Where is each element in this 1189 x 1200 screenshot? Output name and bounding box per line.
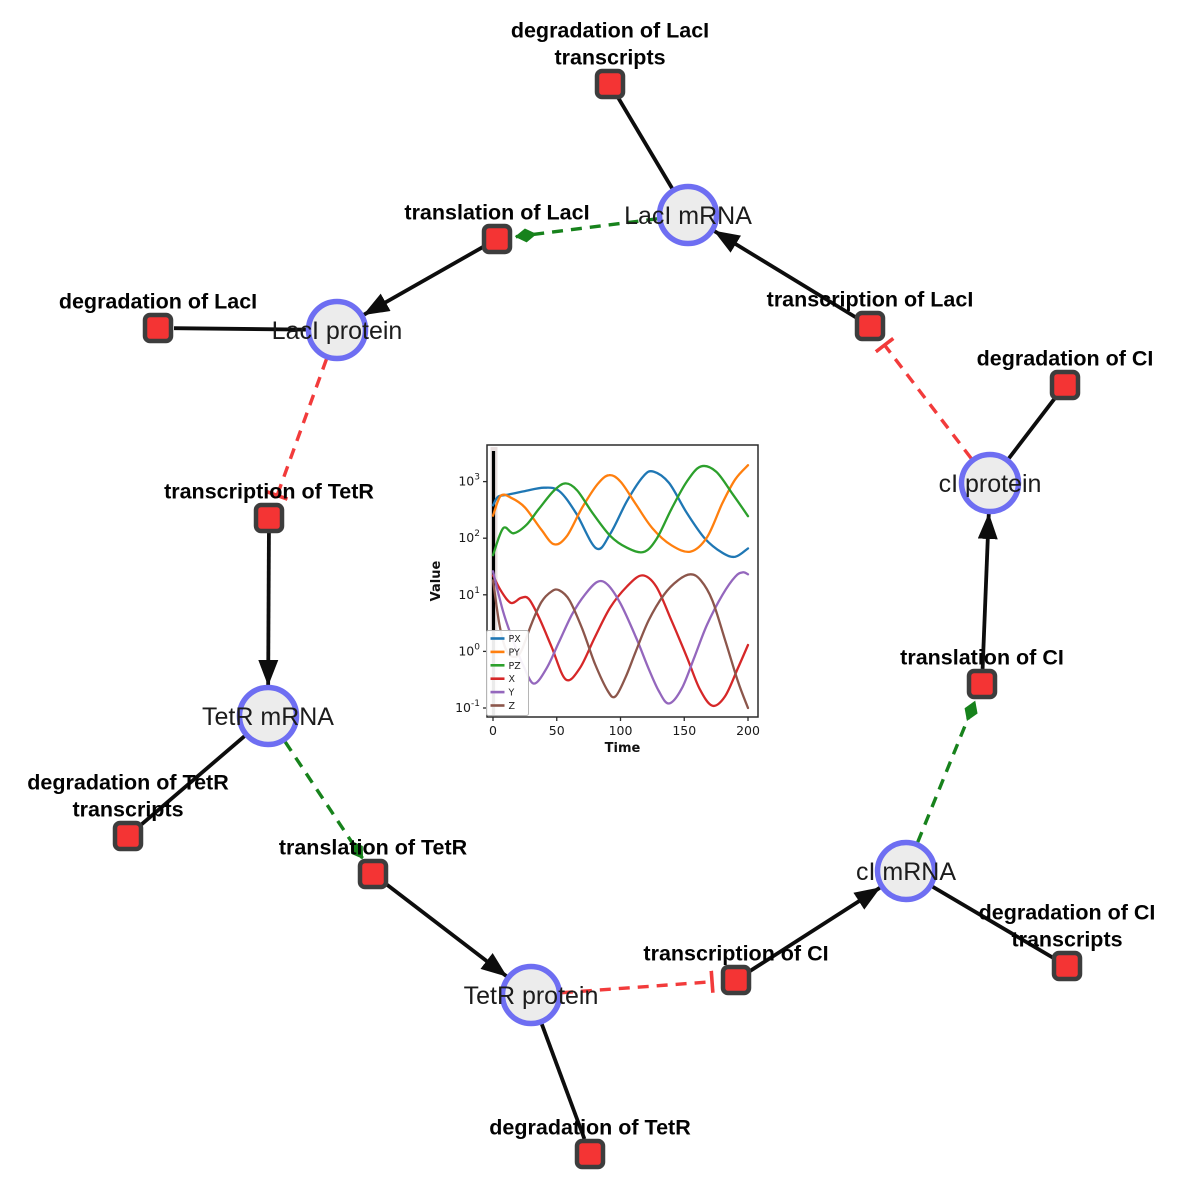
edge-modifier-ci-mrna-transl-ci <box>916 700 978 843</box>
reaction-nodes-layer <box>112 68 1083 1170</box>
legend-label-PY: PY <box>509 647 521 658</box>
species-node-ci-mrna[interactable] <box>874 839 938 903</box>
edge-modifier-tetr-mrna-transl-tetr <box>283 740 364 860</box>
legend-label-PX: PX <box>509 634 522 645</box>
series-line-Y <box>491 570 750 705</box>
series-line-X <box>491 574 750 708</box>
edge-inhibition-tetr-protein-txn-ci <box>561 970 715 995</box>
edge-production-txn-laci-laci-mrna <box>713 229 859 320</box>
y-tick-label-1e3: 103 <box>458 473 480 489</box>
species-label-tetr-protein: TetR protein <box>464 982 599 1010</box>
plot-frame <box>486 444 759 718</box>
reaction-label-txn-tetr: transcription of TetR <box>164 480 374 504</box>
edge-production-transl-tetr-tetr-protein <box>383 881 508 978</box>
edge-consumption-ci-mrna-deg-ci-tx <box>931 885 1055 960</box>
x-tick-label-150: 150 <box>672 723 696 738</box>
edge-consumption-tetr-mrna-deg-tetr-tx <box>138 734 246 828</box>
reaction-node-transl-laci[interactable] <box>481 223 513 255</box>
series-line-PZ <box>491 464 750 557</box>
reaction-node-deg-tetr[interactable] <box>574 1138 606 1170</box>
legend-box <box>486 630 529 716</box>
x-tick-label-100: 100 <box>609 723 633 738</box>
x-tick-label-50: 50 <box>549 723 565 738</box>
reaction-label-deg-ci-tx-line1: degradation of CI <box>979 901 1156 925</box>
species-node-tetr-mrna[interactable] <box>236 684 300 748</box>
reaction-node-deg-laci[interactable] <box>142 312 174 344</box>
legend-label-PZ: PZ <box>509 661 522 672</box>
reaction-node-txn-laci[interactable] <box>854 310 886 342</box>
reaction-label-deg-ci: degradation of CI <box>977 347 1154 371</box>
y-tick-label-1e2: 102 <box>458 529 480 545</box>
y-tick-label-1e-1: 10-1 <box>455 699 480 715</box>
time-series-inset-chart: 0 50 100 150 200 Time 10-1 100 101 102 103 Value PX P… <box>429 444 760 756</box>
edge-production-txn-ci-ci-mrna <box>747 886 881 974</box>
edge-consumption-laci-mrna-deg-laci-tx <box>616 96 674 190</box>
y-axis-title: Value <box>429 560 444 601</box>
reaction-label-transl-tetr: translation of TetR <box>279 836 468 860</box>
reaction-node-deg-laci-tx[interactable] <box>594 68 626 100</box>
reaction-node-transl-tetr[interactable] <box>357 858 389 890</box>
edge-inhibition-ci-protein-txn-laci <box>874 336 973 460</box>
reaction-node-deg-tetr-tx[interactable] <box>112 820 144 852</box>
reaction-node-deg-ci[interactable] <box>1049 369 1081 401</box>
y-tick-label-1e1: 101 <box>458 586 480 602</box>
edge-consumption-laci-protein-deg-laci <box>173 326 307 332</box>
species-label-ci-mrna: cI mRNA <box>856 858 956 886</box>
reaction-node-txn-tetr[interactable] <box>253 502 285 534</box>
reaction-node-transl-ci[interactable] <box>966 668 998 700</box>
reaction-label-txn-ci: transcription of CI <box>643 942 828 966</box>
edge-modifier-laci-mrna-transl-laci <box>514 217 658 243</box>
species-label-ci-protein: cI protein <box>939 470 1042 498</box>
reaction-label-deg-ci-tx-line2: transcripts <box>1011 928 1122 952</box>
reaction-label-deg-laci-tx-line1: degradation of LacI <box>511 19 709 43</box>
edge-consumption-ci-protein-deg-ci <box>1007 396 1057 460</box>
species-node-ci-protein[interactable] <box>958 451 1022 515</box>
reaction-label-transl-laci: translation of LacI <box>404 201 589 225</box>
edges-layer <box>138 96 1057 1140</box>
reaction-label-deg-tetr: degradation of TetR <box>489 1116 691 1140</box>
reaction-label-deg-tetr-tx-line1: degradation of TetR <box>27 771 229 795</box>
species-label-laci-protein: LacI protein <box>272 317 403 345</box>
x-tick-label-0: 0 <box>489 723 497 738</box>
reaction-label-transl-ci: translation of CI <box>900 646 1064 670</box>
edge-production-txn-tetr-tetr-mrna <box>258 532 279 687</box>
reaction-node-txn-ci[interactable] <box>720 964 752 996</box>
y-tick-label-1e0: 100 <box>458 642 480 658</box>
reaction-label-deg-tetr-tx-line2: transcripts <box>72 798 183 822</box>
legend-label-X: X <box>509 674 516 685</box>
x-axis-title: Time <box>605 741 641 756</box>
reaction-node-deg-ci-tx[interactable] <box>1051 950 1083 982</box>
edge-production-transl-ci-ci-protein <box>977 512 998 670</box>
species-node-laci-protein[interactable] <box>305 298 369 362</box>
edge-consumption-tetr-protein-deg-tetr <box>540 1023 587 1140</box>
species-node-laci-mrna[interactable] <box>656 183 720 247</box>
series-line-PY <box>491 464 750 554</box>
legend-label-Y: Y <box>508 688 515 699</box>
legend-label-Z: Z <box>509 701 516 712</box>
species-label-laci-mrna: LacI mRNA <box>624 202 752 230</box>
reaction-label-deg-laci: degradation of LacI <box>59 290 257 314</box>
species-node-tetr-protein[interactable] <box>499 963 563 1027</box>
species-nodes-layer <box>236 183 1022 1027</box>
species-label-tetr-mrna: TetR mRNA <box>202 703 334 731</box>
reaction-label-txn-laci: transcription of LacI <box>767 288 974 312</box>
edge-production-transl-laci-laci-protein <box>363 244 485 317</box>
edge-inhibition-laci-protein-txn-tetr <box>266 358 329 501</box>
x-tick-label-200: 200 <box>736 723 760 738</box>
reaction-label-deg-laci-tx-line2: transcripts <box>554 46 665 70</box>
labels-layer: degradation of LacI transcripts translatio… <box>27 19 1155 1140</box>
